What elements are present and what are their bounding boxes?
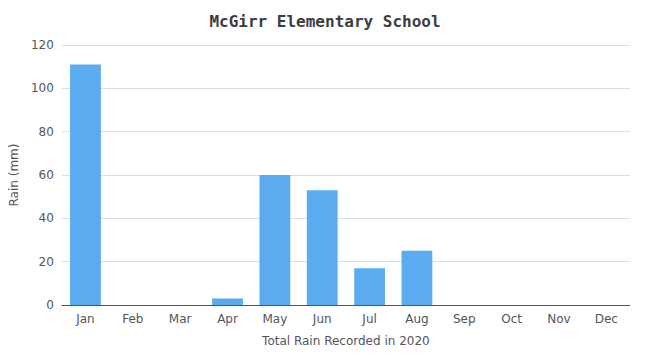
svg-text:Jan: Jan (75, 312, 95, 326)
svg-text:Oct: Oct (501, 312, 522, 326)
svg-text:McGirr Elementary School: McGirr Elementary School (209, 12, 440, 31)
svg-text:May: May (262, 312, 287, 326)
svg-text:Rain (mm): Rain (mm) (7, 144, 21, 207)
svg-text:0: 0 (46, 298, 54, 312)
svg-text:60: 60 (39, 168, 54, 182)
svg-text:Total Rain Recorded in 2020: Total Rain Recorded in 2020 (261, 334, 430, 348)
svg-text:Jun: Jun (312, 312, 332, 326)
svg-text:Aug: Aug (405, 312, 428, 326)
svg-text:Apr: Apr (217, 312, 238, 326)
svg-text:100: 100 (31, 81, 54, 95)
svg-text:Feb: Feb (122, 312, 143, 326)
svg-text:Jul: Jul (361, 312, 376, 326)
svg-text:Mar: Mar (169, 312, 192, 326)
svg-text:40: 40 (39, 211, 54, 225)
svg-text:20: 20 (39, 255, 54, 269)
svg-text:Sep: Sep (453, 312, 476, 326)
svg-text:120: 120 (31, 38, 54, 52)
svg-text:Nov: Nov (547, 312, 570, 326)
svg-text:80: 80 (39, 125, 54, 139)
svg-text:Dec: Dec (595, 312, 618, 326)
